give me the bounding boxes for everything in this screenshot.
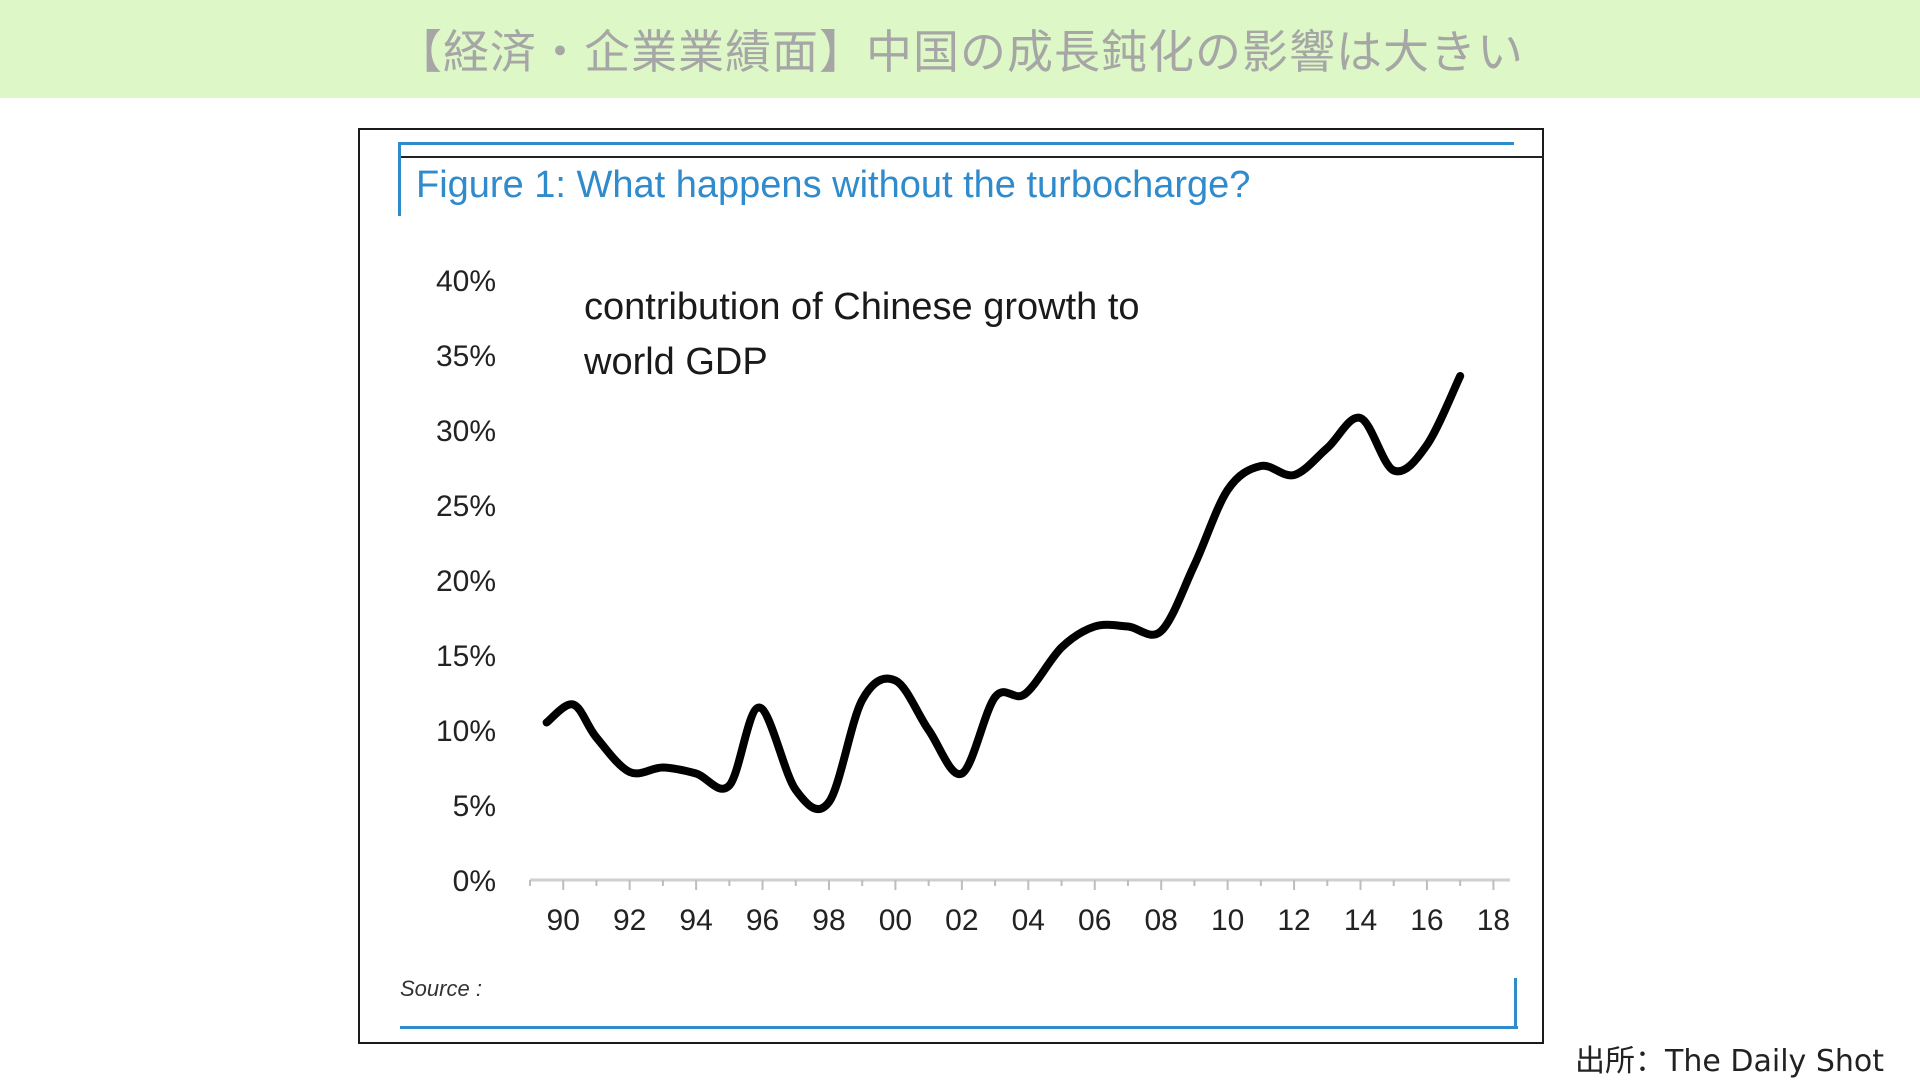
x-tick-label: 08: [1144, 904, 1177, 937]
x-tick-label: 94: [679, 904, 712, 937]
x-tick-label: 18: [1477, 904, 1510, 937]
data-point: [1457, 373, 1464, 379]
y-tick-label: 25%: [436, 490, 496, 523]
header-banner: 【経済・企業業績面】中国の成長鈍化の影響は大きい: [0, 0, 1920, 98]
series-line: [542, 372, 1465, 813]
figure-top-rule: [398, 142, 1514, 145]
x-tick-label: 00: [879, 904, 912, 937]
x-tick-label: 90: [547, 904, 580, 937]
y-axis-labels: 0% 5% 10% 15% 20% 25% 30% 35% 40%: [436, 265, 496, 898]
data-point: [626, 769, 633, 775]
data-point: [543, 719, 550, 726]
line-chart: 0% 5% 10% 15% 20% 25% 30% 35% 40% 90 92 94 96 98 00 02…: [436, 265, 1510, 937]
annotation-line: contribution of Chinese growth to: [584, 286, 1140, 328]
data-point: [892, 677, 899, 684]
y-tick-label: 0%: [453, 865, 496, 898]
data-point: [1191, 562, 1198, 568]
data-point: [659, 764, 666, 771]
data-point: [1291, 472, 1298, 478]
data-point: [992, 694, 999, 700]
data-point: [1324, 445, 1331, 451]
data-point: [826, 799, 832, 805]
x-tick-label: 98: [812, 904, 845, 937]
y-tick-label: 10%: [436, 715, 496, 748]
data-point: [1257, 463, 1264, 469]
y-tick-label: 15%: [436, 640, 496, 673]
x-tick-label: 14: [1344, 904, 1377, 937]
x-tick-label: 10: [1211, 904, 1244, 937]
data-point: [958, 770, 965, 777]
data-point: [1091, 623, 1098, 630]
data-point: [792, 787, 799, 793]
data-point: [1022, 691, 1028, 697]
data-point: [593, 734, 600, 741]
x-tick-label: 06: [1078, 904, 1111, 937]
data-point: [925, 727, 932, 733]
y-tick-label: 30%: [436, 415, 496, 448]
data-point: [1357, 415, 1364, 421]
x-tick-label: 92: [613, 904, 646, 937]
data-point: [1058, 644, 1065, 651]
data-point: [1125, 623, 1131, 630]
y-tick-label: 40%: [436, 265, 496, 298]
annotation-line: world GDP: [583, 341, 768, 383]
x-axis: 90 92 94 96 98 00 02 04 06 08 10 12 14 16 18: [529, 878, 1510, 937]
data-point: [570, 701, 577, 708]
data-point: [1423, 442, 1430, 448]
y-tick-label: 5%: [453, 790, 496, 823]
source-label: Source :: [400, 976, 482, 1001]
chart-annotation: contribution of Chinese growth to world G…: [583, 286, 1140, 383]
page-title: 【経済・企業業績面】中国の成長鈍化の影響は大きい: [396, 25, 1524, 79]
source-credit: 出所：The Daily Shot: [1575, 1044, 1884, 1079]
data-point: [726, 782, 733, 789]
figure-bottom-rule: [400, 1026, 1518, 1029]
data-point: [756, 704, 763, 711]
x-tick-label: 96: [746, 904, 779, 937]
y-tick-label: 20%: [436, 565, 496, 598]
figure-left-rule: [398, 142, 401, 216]
x-tick-label: 12: [1277, 904, 1310, 937]
data-point: [1158, 628, 1165, 634]
figure-bottom-right-rule: [1514, 978, 1517, 1028]
x-tick-label: 04: [1012, 904, 1045, 937]
x-tick-label: 16: [1410, 904, 1443, 937]
data-point: [693, 770, 700, 777]
data-point: [1224, 487, 1231, 493]
data-point: [1390, 467, 1397, 474]
x-tick-label: 02: [945, 904, 978, 937]
series-points: [543, 373, 1464, 805]
y-tick-label: 35%: [436, 340, 496, 373]
data-point: [859, 697, 866, 703]
figure-title: Figure 1: What happens without the turbo…: [416, 164, 1251, 206]
figure-frame: [358, 128, 1544, 1044]
figure-top-rule-dark: [398, 156, 1544, 158]
